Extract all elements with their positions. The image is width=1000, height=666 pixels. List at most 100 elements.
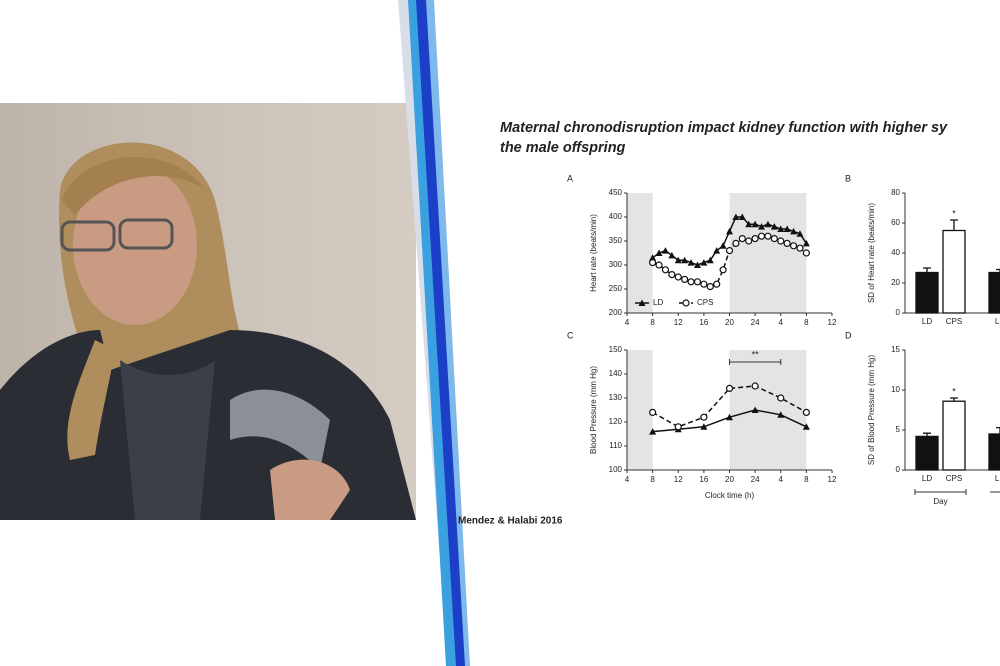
x-tick-label: LD bbox=[922, 317, 932, 326]
point bbox=[693, 261, 701, 268]
point bbox=[751, 382, 759, 390]
y-tick-label: 110 bbox=[609, 441, 622, 450]
point bbox=[719, 266, 727, 274]
point bbox=[649, 408, 657, 416]
y-tick-label: 20 bbox=[891, 278, 900, 287]
x-tick-label: 8 bbox=[804, 318, 809, 327]
point bbox=[726, 413, 733, 421]
y-tick-label: 40 bbox=[891, 248, 900, 257]
x-tick-label: CPS bbox=[946, 317, 962, 326]
point bbox=[687, 278, 695, 286]
y-tick-label: 150 bbox=[609, 345, 623, 354]
x-tick-label: 8 bbox=[650, 318, 655, 327]
x-tick-label: 16 bbox=[699, 475, 708, 484]
point bbox=[764, 220, 772, 228]
point bbox=[738, 235, 746, 243]
y-tick-label: 130 bbox=[609, 393, 623, 402]
point bbox=[681, 256, 689, 264]
point bbox=[732, 213, 740, 220]
point bbox=[802, 249, 810, 257]
y-tick-label: 140 bbox=[609, 369, 623, 378]
point bbox=[789, 242, 798, 250]
legend-marker bbox=[682, 299, 690, 307]
point bbox=[713, 247, 721, 254]
error-bar bbox=[996, 426, 1000, 434]
x-axis-label: Clock time (h) bbox=[705, 491, 755, 500]
point bbox=[745, 237, 753, 245]
point bbox=[796, 230, 804, 237]
shaded-range bbox=[729, 350, 807, 470]
point bbox=[790, 227, 798, 235]
shaded-range bbox=[627, 350, 653, 470]
x-tick-label: 16 bbox=[699, 318, 708, 327]
error-bar bbox=[923, 267, 931, 273]
point bbox=[751, 220, 759, 228]
bar bbox=[942, 400, 966, 471]
legend-marker bbox=[638, 299, 646, 306]
annotation-bracket bbox=[729, 359, 782, 365]
point bbox=[777, 237, 785, 245]
group-bracket bbox=[914, 489, 1000, 495]
x-tick-label: 24 bbox=[751, 475, 760, 484]
point bbox=[745, 220, 753, 228]
point bbox=[661, 266, 670, 274]
point bbox=[777, 394, 785, 402]
point bbox=[777, 225, 785, 232]
shaded-range bbox=[729, 193, 807, 313]
x-tick-label: 12 bbox=[828, 475, 837, 484]
point bbox=[732, 239, 740, 247]
panel-letter: C bbox=[567, 330, 574, 340]
y-tick-label: 10 bbox=[891, 385, 900, 394]
y-tick-label: 400 bbox=[609, 212, 623, 221]
point bbox=[777, 411, 785, 418]
y-tick-label: 350 bbox=[609, 236, 623, 245]
x-tick-label: 4 bbox=[779, 318, 784, 327]
panel-letter: D bbox=[845, 330, 852, 340]
point bbox=[783, 225, 791, 232]
bar bbox=[942, 229, 966, 314]
point bbox=[770, 235, 778, 243]
x-tick-label: LD bbox=[922, 474, 932, 483]
y-tick-label: 0 bbox=[896, 465, 901, 474]
x-tick-label: CPS bbox=[946, 474, 962, 483]
panel-letter: B bbox=[845, 173, 851, 183]
video-tile bbox=[0, 103, 416, 520]
point bbox=[751, 235, 759, 243]
point bbox=[751, 406, 759, 413]
slide-stripes bbox=[398, 0, 470, 666]
point bbox=[783, 239, 791, 247]
point bbox=[802, 423, 810, 430]
point bbox=[700, 280, 708, 288]
y-axis-label: Heart rate (beats/min) bbox=[589, 214, 598, 292]
point bbox=[661, 247, 669, 254]
y-axis-label: SD of Heart rate (beats/min) bbox=[867, 203, 876, 303]
group-label: Day bbox=[933, 497, 947, 506]
citation: Mendez & Halabi 2016 bbox=[458, 516, 563, 527]
significance-label: * bbox=[952, 386, 956, 396]
legend-label: LD bbox=[653, 298, 663, 307]
point bbox=[693, 278, 702, 286]
y-tick-label: 80 bbox=[891, 188, 900, 197]
bar bbox=[988, 433, 1000, 471]
x-tick-label: 24 bbox=[751, 318, 760, 327]
point bbox=[649, 428, 657, 435]
point bbox=[706, 256, 714, 264]
shaded-range bbox=[627, 193, 653, 313]
point bbox=[700, 413, 708, 421]
y-tick-label: 15 bbox=[891, 345, 900, 354]
point bbox=[802, 408, 810, 416]
point bbox=[649, 254, 657, 261]
y-tick-label: 0 bbox=[896, 308, 901, 317]
x-tick-label: 20 bbox=[725, 475, 734, 484]
point bbox=[674, 256, 682, 264]
point bbox=[668, 271, 676, 279]
point bbox=[796, 244, 804, 252]
x-tick-label: 12 bbox=[828, 318, 837, 327]
point bbox=[713, 280, 721, 288]
x-tick-label: 4 bbox=[625, 318, 630, 327]
y-tick-label: 250 bbox=[609, 284, 623, 293]
annotation-label: ** bbox=[752, 349, 760, 359]
point bbox=[802, 239, 810, 247]
point bbox=[668, 251, 676, 259]
